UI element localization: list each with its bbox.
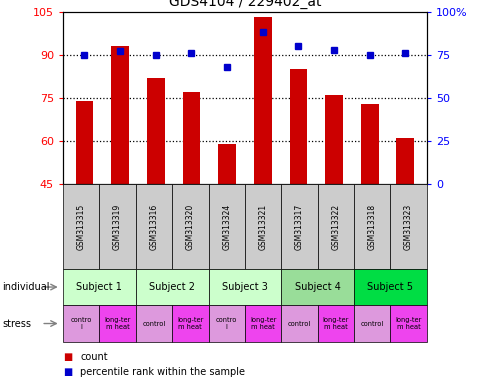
- Text: ■: ■: [63, 367, 72, 377]
- Text: individual: individual: [2, 282, 50, 292]
- Text: Subject 5: Subject 5: [367, 282, 412, 292]
- Text: Subject 4: Subject 4: [294, 282, 340, 292]
- Bar: [395, 138, 413, 184]
- Bar: [147, 78, 165, 184]
- Text: GSM313323: GSM313323: [403, 204, 412, 250]
- Text: GSM313316: GSM313316: [149, 204, 158, 250]
- Text: Subject 1: Subject 1: [76, 282, 122, 292]
- Text: control: control: [360, 321, 383, 326]
- Text: GSM313319: GSM313319: [113, 204, 122, 250]
- Text: long-ter
m heat: long-ter m heat: [322, 317, 348, 330]
- Bar: [253, 17, 271, 184]
- Text: long-ter
m heat: long-ter m heat: [394, 317, 421, 330]
- Text: GSM313322: GSM313322: [331, 204, 340, 250]
- Bar: [76, 101, 93, 184]
- Text: stress: stress: [2, 318, 31, 329]
- Text: control: control: [287, 321, 310, 326]
- Text: long-ter
m heat: long-ter m heat: [249, 317, 276, 330]
- Text: ■: ■: [63, 352, 72, 362]
- Text: Subject 2: Subject 2: [149, 282, 195, 292]
- Text: count: count: [80, 352, 107, 362]
- Text: GSM313317: GSM313317: [294, 204, 303, 250]
- Text: long-ter
m heat: long-ter m heat: [104, 317, 131, 330]
- Bar: [218, 144, 236, 184]
- Text: percentile rank within the sample: percentile rank within the sample: [80, 367, 244, 377]
- Text: GSM313315: GSM313315: [76, 204, 86, 250]
- Bar: [111, 46, 129, 184]
- Text: GSM313318: GSM313318: [367, 204, 376, 250]
- Text: GSM313324: GSM313324: [222, 204, 231, 250]
- Bar: [324, 95, 342, 184]
- Title: GDS4104 / 229402_at: GDS4104 / 229402_at: [168, 0, 320, 9]
- Text: contro
l: contro l: [70, 317, 92, 330]
- Bar: [182, 92, 200, 184]
- Bar: [360, 104, 378, 184]
- Text: contro
l: contro l: [215, 317, 237, 330]
- Text: control: control: [142, 321, 165, 326]
- Text: GSM313320: GSM313320: [185, 204, 195, 250]
- Bar: [289, 69, 307, 184]
- Text: long-ter
m heat: long-ter m heat: [177, 317, 203, 330]
- Text: Subject 3: Subject 3: [222, 282, 267, 292]
- Text: GSM313321: GSM313321: [258, 204, 267, 250]
